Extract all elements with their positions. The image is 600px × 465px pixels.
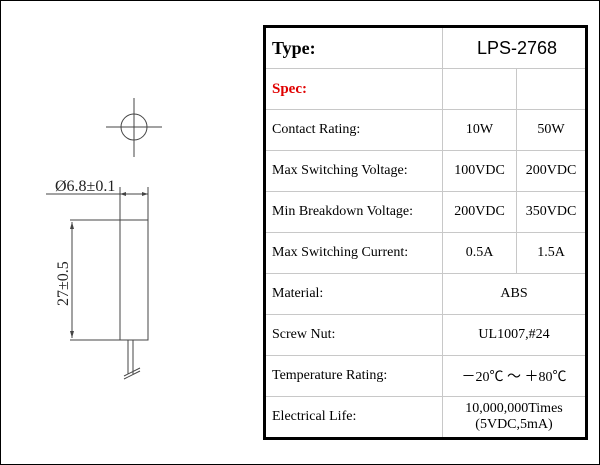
row-label: Min Breakdown Voltage:: [264, 191, 443, 233]
value-1: 0.5A: [442, 232, 517, 274]
empty-cell: [516, 68, 587, 110]
table-row: Max Switching Current: 0.5A 1.5A: [264, 232, 587, 274]
value-2: 350VDC: [516, 191, 587, 233]
row-label: Electrical Life:: [264, 396, 443, 439]
life-value-line-2: (5VDC,5mA): [475, 417, 553, 432]
row-value: UL1007,#24: [442, 314, 587, 356]
spec-label: Spec:: [264, 68, 443, 110]
row-value: 10,000,000Times (5VDC,5mA): [442, 396, 587, 439]
length-dimension: 27±0.5: [55, 261, 72, 306]
type-label: Type:: [264, 26, 443, 69]
row-label: Contact Rating:: [264, 109, 443, 151]
value-2: 1.5A: [516, 232, 587, 274]
value-2: 200VDC: [516, 150, 587, 192]
diameter-dimension: Ø6.8±0.1: [55, 178, 115, 195]
body-outline: [46, 187, 149, 380]
spec-table: Type: LPS-2768 Spec: Contact Rating: 10W…: [263, 25, 588, 440]
row-label: Max Switching Voltage:: [264, 150, 443, 192]
table-row: Material: ABS: [264, 273, 587, 315]
type-row: Type: LPS-2768: [264, 26, 587, 69]
row-label: Screw Nut:: [264, 314, 443, 356]
value-1: 200VDC: [442, 191, 517, 233]
row-label: Material:: [264, 273, 443, 315]
table-row: Temperature Rating: －20℃ ～ ＋80℃: [264, 355, 587, 397]
type-value: LPS-2768: [442, 26, 587, 69]
value-1: 10W: [442, 109, 517, 151]
spec-row: Spec:: [264, 68, 587, 110]
table-row: Electrical Life: 10,000,000Times (5VDC,5…: [264, 396, 587, 439]
table-row: Screw Nut: UL1007,#24: [264, 314, 587, 356]
table-row: Max Switching Voltage: 100VDC 200VDC: [264, 150, 587, 192]
table-row: Min Breakdown Voltage: 200VDC 350VDC: [264, 191, 587, 233]
table-row: Contact Rating: 10W 50W: [264, 109, 587, 151]
row-value: ABS: [442, 273, 587, 315]
row-label: Max Switching Current:: [264, 232, 443, 274]
value-2: 50W: [516, 109, 587, 151]
row-label: Temperature Rating:: [264, 355, 443, 397]
value-1: 100VDC: [442, 150, 517, 192]
end-view-symbol: [106, 98, 162, 157]
empty-cell: [442, 68, 517, 110]
life-value-line-1: 10,000,000Times: [465, 401, 563, 416]
row-value: －20℃ ～ ＋80℃: [442, 355, 587, 397]
reed-switch-drawing: Ø6.8±0.1 27±0.5: [46, 98, 162, 380]
